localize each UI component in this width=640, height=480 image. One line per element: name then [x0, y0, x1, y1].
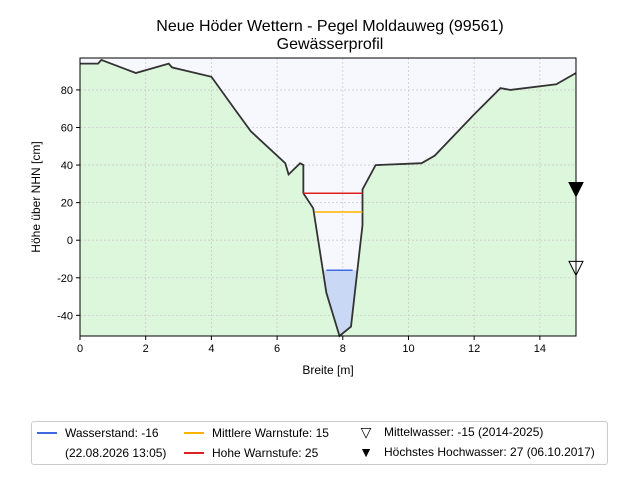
- x-tick-label: 12: [468, 343, 480, 355]
- open-triangle-icon: ▽: [360, 424, 372, 440]
- x-tick-label: 6: [274, 343, 280, 355]
- plot-frame: [79, 57, 577, 337]
- water-level-swatch: [37, 432, 57, 434]
- mid-warning-swatch: [184, 432, 204, 434]
- y-tick-label: -20: [57, 273, 73, 285]
- x-tick-label: 10: [402, 343, 414, 355]
- y-tick-label: -40: [57, 310, 73, 322]
- legend-item-water-level: Wasserstand: -16: [37, 426, 159, 440]
- y-tick-label: 80: [61, 85, 73, 97]
- legend-item-mean-water: ▽ Mittelwasser: -15 (2014-2025): [356, 424, 544, 440]
- legend-mean-water-label: Mittelwasser: -15 (2014-2025): [384, 425, 544, 439]
- x-tick-label: 0: [77, 343, 83, 355]
- filled-triangle-icon: ▼: [359, 444, 373, 460]
- y-tick-label: 20: [61, 198, 73, 210]
- profile-line: [80, 58, 577, 338]
- y-tick-label: 60: [61, 123, 73, 135]
- y-axis-label: Höhe über NHN [cm]: [29, 141, 43, 252]
- x-tick-label: 2: [143, 343, 149, 355]
- legend-item-high-warning: Hohe Warnstufe: 25: [184, 446, 318, 460]
- legend-high-warning-label: Hohe Warnstufe: 25: [212, 446, 319, 460]
- x-tick-label: 4: [208, 343, 214, 355]
- x-tick-label: 8: [340, 343, 346, 355]
- legend: Wasserstand: -16 (22.08.2026 13:05) Mitt…: [31, 421, 608, 465]
- legend-mid-warning-label: Mittlere Warnstufe: 15: [212, 426, 329, 440]
- legend-water-level-date: (22.08.2026 13:05): [65, 446, 167, 460]
- legend-water-level-label: Wasserstand: -16: [65, 426, 159, 440]
- chart-subtitle: Gewässerprofil: [277, 36, 384, 53]
- water-fill: [322, 270, 358, 336]
- y-tick-label: 0: [67, 235, 73, 247]
- x-axis-label: Breite [m]: [302, 363, 353, 377]
- legend-item-highest-flood: ▼ Höchstes Hochwasser: 27 (06.10.2017): [356, 445, 595, 459]
- ground-fill: [80, 59, 576, 336]
- high-warning-swatch: [184, 452, 204, 454]
- legend-item-mid-warning: Mittlere Warnstufe: 15: [184, 426, 329, 440]
- x-tick-label: 14: [534, 343, 546, 355]
- legend-highest-flood-label: Höchstes Hochwasser: 27 (06.10.2017): [384, 445, 595, 459]
- chart-title: Neue Höder Wettern - Pegel Moldauweg (99…: [156, 18, 503, 35]
- y-tick-label: 40: [61, 160, 73, 172]
- legend-item-water-level-date: (22.08.2026 13:05): [65, 446, 166, 460]
